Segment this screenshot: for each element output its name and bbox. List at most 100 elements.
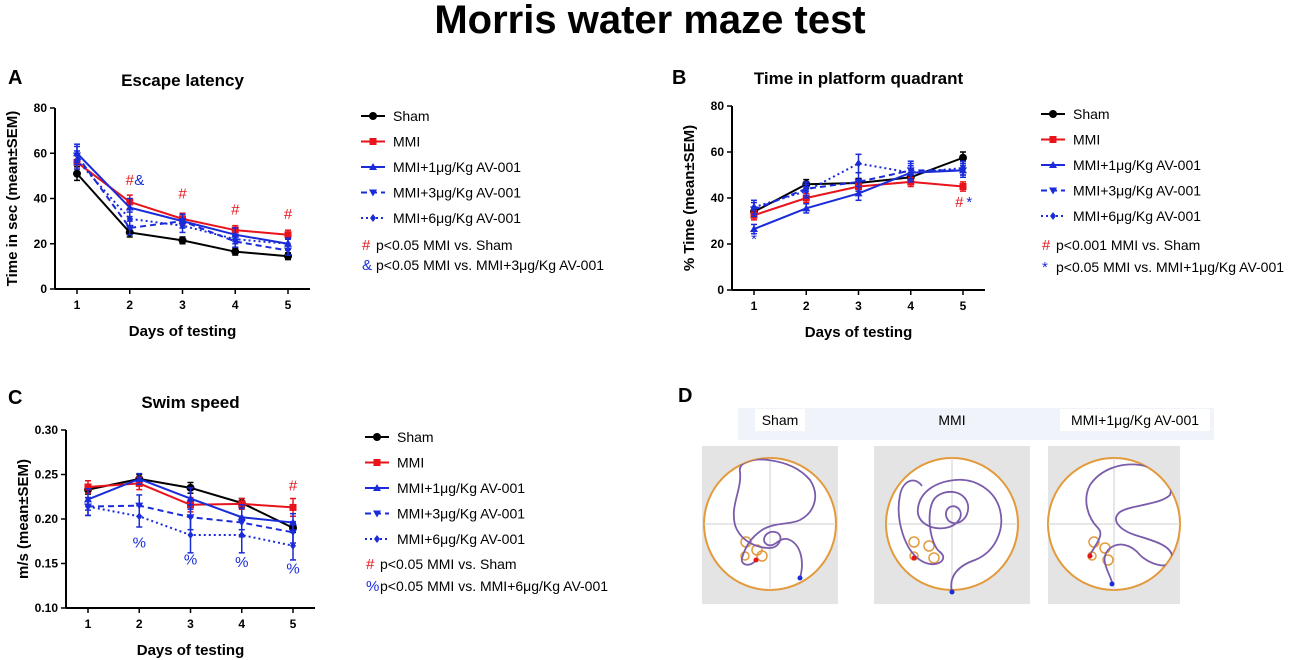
- legend-label: MMI+3μg/Kg AV-001: [397, 506, 525, 522]
- data-point: [85, 502, 91, 511]
- data-point: [285, 239, 291, 248]
- data-point: [855, 159, 862, 168]
- significance-mark: *: [966, 194, 972, 211]
- x-tick-label: 4: [907, 299, 914, 313]
- significance-mark: %: [184, 551, 197, 568]
- note-text: p<0.05 MMI vs. MMI+1μg/Kg AV-001: [1056, 259, 1284, 275]
- data-point: [126, 214, 133, 223]
- note-text: p<0.05 MMI vs. Sham: [380, 556, 517, 572]
- legend-swatch-marker: [370, 214, 376, 222]
- data-point: [238, 500, 246, 508]
- maze-track-sham: [702, 446, 838, 604]
- y-axis-label: m/s (mean±SEM): [15, 459, 32, 579]
- y-tick-label: 0.30: [35, 423, 59, 437]
- note-symbol: *: [1042, 259, 1048, 276]
- series-4: [74, 150, 291, 250]
- y-tick-label: 80: [34, 101, 48, 115]
- x-tick-label: 2: [803, 299, 810, 313]
- data-point: [231, 247, 240, 256]
- legend: Sham MMI MMI+1μg/Kg AV-001 MMI+3μg/Kg AV-00…: [361, 108, 521, 226]
- x-tick-label: 5: [285, 298, 292, 312]
- maze-label-box-sham: [755, 409, 805, 431]
- data-point: [187, 531, 194, 540]
- data-point: [135, 474, 144, 482]
- data-point: [284, 252, 292, 261]
- maze-label-mmi: MMI: [938, 412, 965, 428]
- legend-label: MMI+6μg/Kg AV-001: [397, 531, 525, 547]
- page-title: Morris water maze test: [434, 0, 866, 42]
- legend-label: MMI+3μg/Kg AV-001: [1073, 183, 1201, 199]
- y-axis-label: Time in sec (mean±SEM): [4, 111, 21, 287]
- x-tick-label: 2: [136, 617, 143, 631]
- x-tick-label: 4: [238, 617, 245, 631]
- data-point: [751, 203, 757, 212]
- legend-swatch-marker: [374, 535, 380, 543]
- legend-swatch-marker: [373, 510, 381, 518]
- y-tick-label: 0.25: [35, 468, 59, 482]
- data-point: [803, 187, 810, 196]
- legend-label: MMI+6μg/Kg AV-001: [393, 210, 521, 226]
- data-point: [74, 156, 80, 165]
- significance-mark: #: [231, 201, 240, 218]
- legend-label: MMI+6μg/Kg AV-001: [1073, 208, 1201, 224]
- legend-label: Sham: [1073, 106, 1110, 122]
- maze-label-box-av: [1060, 409, 1210, 431]
- significance-mark: #: [955, 194, 964, 211]
- maze-track-mmi: [874, 446, 1030, 604]
- data-point: [125, 224, 134, 232]
- note-symbol: &: [362, 257, 372, 274]
- series-4: [85, 496, 296, 561]
- note-symbol: #: [362, 237, 371, 254]
- data-point: [136, 512, 143, 521]
- note-text: p<0.05 MMI vs. Sham: [376, 237, 513, 253]
- chart-panel-b: B Time in platform quadrant 0 20 40 60 80 1 2 3 4 5…: [672, 67, 1284, 341]
- panel-letter: A: [8, 67, 22, 89]
- series-line: [753, 162, 964, 209]
- chart-title: Swim speed: [141, 393, 239, 412]
- legend-swatch-marker: [373, 433, 381, 441]
- chart-title: Escape latency: [121, 71, 244, 90]
- data-point: [854, 178, 863, 186]
- x-tick-label: 1: [85, 617, 92, 631]
- panel-d-track-images: D Sham MMI MMI+1μg/Kg AV-001: [678, 385, 1214, 604]
- data-point: [73, 169, 81, 178]
- data-point: [750, 225, 758, 233]
- data-point: [125, 203, 134, 211]
- chart-panel-c: C Swim speed 0.10 0.15 0.20 0.25 0.30 1 2 3 4 5 Days…: [8, 387, 608, 659]
- note-symbol: %: [366, 578, 379, 595]
- data-point: [238, 531, 245, 540]
- x-tick-label: 5: [960, 299, 967, 313]
- x-axis-label: Days of testing: [129, 323, 237, 340]
- x-axis-label: Days of testing: [805, 324, 913, 341]
- significance-mark: #: [289, 478, 298, 495]
- significance-mark: #: [126, 172, 135, 189]
- y-tick-label: 0: [40, 282, 47, 296]
- x-axis-label: Days of testing: [137, 642, 245, 659]
- data-point: [907, 168, 914, 177]
- maze-label-av: MMI+1μg/Kg AV-001: [1071, 412, 1199, 428]
- y-tick-label: 0.10: [35, 601, 59, 615]
- chart-title: Time in platform quadrant: [754, 69, 964, 88]
- significance-mark: #: [284, 206, 293, 223]
- legend-swatch-marker: [1049, 136, 1057, 143]
- legend-label: MMI+1μg/Kg AV-001: [1073, 157, 1201, 173]
- data-point: [284, 247, 292, 255]
- x-tick-label: 3: [855, 299, 862, 313]
- data-point: [959, 153, 967, 162]
- note-text: p<0.05 MMI vs. MMI+3μg/Kg AV-001: [376, 257, 604, 273]
- maze-label-sham: Sham: [762, 412, 799, 428]
- data-point: [854, 189, 863, 197]
- legend-label: MMI: [397, 455, 424, 471]
- legend-swatch-marker: [369, 112, 377, 120]
- legend-swatch-marker: [373, 459, 381, 466]
- y-tick-label: 60: [34, 146, 48, 160]
- legend: Sham MMI MMI+1μg/Kg AV-001 MMI+3μg/Kg AV-00…: [1041, 106, 1201, 224]
- legend-label: MMI: [1073, 132, 1100, 148]
- significance-mark: %: [235, 554, 248, 571]
- data-point: [290, 541, 296, 550]
- data-point: [959, 183, 967, 190]
- y-tick-label: 80: [711, 99, 725, 113]
- data-point: [179, 221, 186, 230]
